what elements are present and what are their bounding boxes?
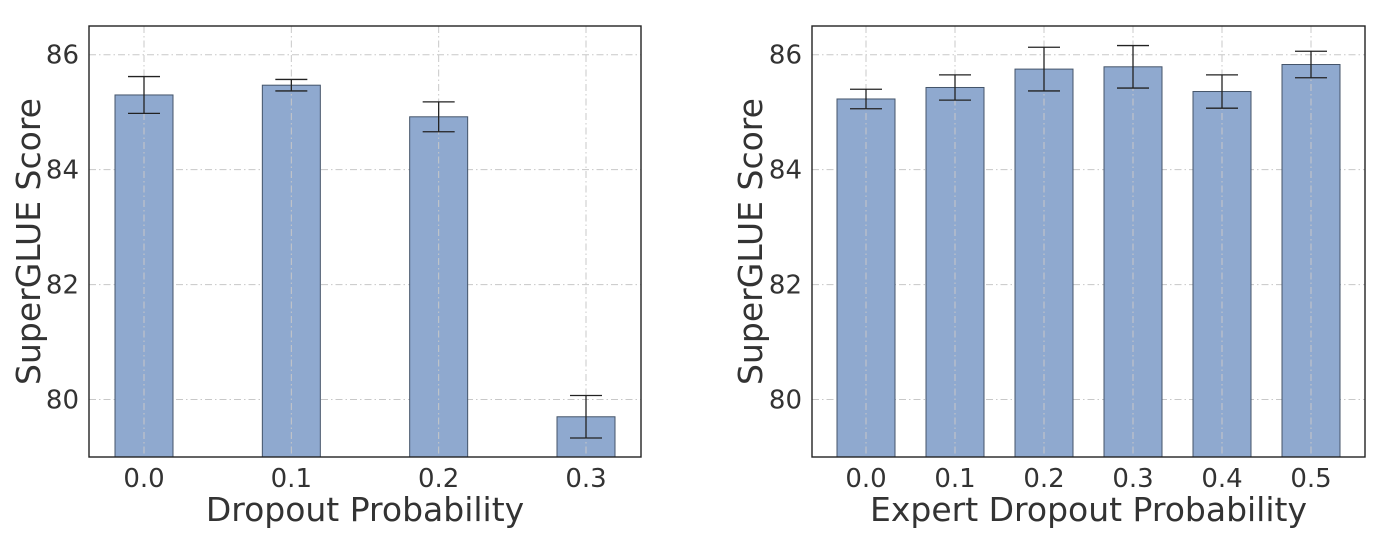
plot-frame [88, 25, 642, 458]
x-tick-label: 0.1 [271, 464, 312, 494]
y-tick-label: 86 [769, 41, 802, 71]
bar [261, 84, 321, 458]
y-tick-label: 86 [46, 41, 79, 71]
error-bar [1028, 46, 1060, 92]
x-tick-label: 0.2 [1023, 464, 1064, 494]
y-tick-label: 84 [769, 156, 802, 186]
x-tick-label: 0.5 [1290, 464, 1331, 494]
error-bar [570, 394, 602, 439]
x-tick-label: 0.2 [418, 464, 459, 494]
error-bar [275, 78, 308, 92]
y-tick-label: 82 [769, 271, 802, 301]
plot-frame [811, 25, 1366, 458]
y-tick-label: 84 [46, 156, 79, 186]
y-tick-label: 82 [46, 271, 79, 301]
error-bar [939, 74, 971, 101]
x-tick-label: 0.4 [1201, 464, 1242, 494]
left-chart-panel: 80 82 84 86 0.0 0.1 0.2 0.3 Dropout Probability S… [9, 25, 642, 529]
error-bar [1117, 44, 1149, 89]
error-bar [128, 75, 160, 114]
y-axis-label: SuperGLUE Score [731, 98, 770, 385]
x-tick-label: 0.3 [1112, 464, 1153, 494]
y-tick-label: 80 [769, 386, 802, 416]
x-axis-label: Dropout Probability [206, 490, 524, 529]
y-tick-label: 80 [46, 386, 79, 416]
x-axis-label: Expert Dropout Probability [870, 490, 1307, 529]
error-bar [422, 101, 455, 133]
error-bar [1206, 74, 1238, 109]
x-tick-label: 0.1 [934, 464, 975, 494]
y-axis-label: SuperGLUE Score [9, 98, 48, 385]
x-tick-label: 0.0 [123, 464, 164, 494]
x-tick-label: 0.0 [845, 464, 886, 494]
x-tick-label: 0.3 [565, 464, 606, 494]
error-bar [1295, 50, 1327, 79]
error-bar [850, 88, 882, 110]
